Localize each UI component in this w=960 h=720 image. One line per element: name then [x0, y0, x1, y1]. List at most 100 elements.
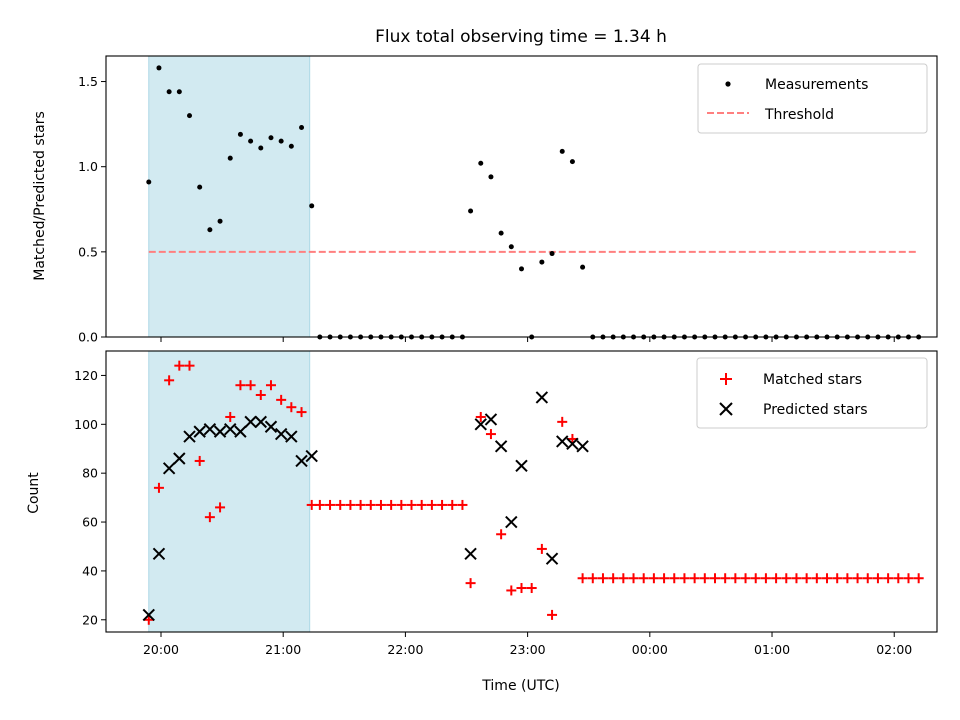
predicted-star-point	[494, 440, 508, 453]
predicted-star-point	[152, 547, 166, 561]
predicted-star-point	[234, 425, 247, 438]
y-tick-label: 20	[82, 612, 98, 627]
matched-star-point	[587, 573, 598, 584]
legend-box-bottom	[696, 357, 928, 429]
predicted-star-point	[295, 454, 308, 468]
highlight-band	[148, 350, 311, 633]
matched-star-point	[325, 499, 336, 510]
matched-star-point	[416, 499, 427, 510]
predicted-star-point	[274, 427, 288, 441]
predicted-star-point	[464, 547, 477, 561]
matched-star-point	[286, 402, 297, 413]
predicted-star-stroke	[505, 515, 518, 529]
matched-star-point	[791, 573, 802, 584]
predicted-star-point	[515, 459, 528, 473]
matched-star-point	[557, 416, 568, 427]
matched-star-point	[608, 573, 619, 584]
highlight-band	[148, 55, 311, 338]
predicted-star-point	[474, 418, 487, 431]
predicted-star-stroke	[515, 459, 528, 473]
measurement-point	[197, 184, 203, 190]
measurement-point	[569, 159, 575, 165]
predicted-star-stroke	[224, 422, 237, 436]
predicted-star-point	[305, 449, 318, 463]
matched-star-point	[913, 573, 924, 584]
matched-star-point	[771, 573, 782, 584]
matched-star-point	[426, 499, 437, 510]
measurement-point	[488, 174, 494, 180]
predicted-star-stroke	[305, 449, 318, 463]
matched-star-point	[475, 411, 486, 422]
measurement-point	[288, 143, 294, 149]
x-tick-label: 02:00	[876, 642, 912, 657]
matched-star-point	[842, 573, 853, 584]
measurement-point	[268, 135, 274, 141]
predicted-star-stroke	[274, 427, 288, 441]
matched-star-point	[893, 573, 904, 584]
measurement-point	[498, 230, 504, 236]
predicted-star-point	[142, 608, 155, 622]
measurement-point	[309, 203, 315, 209]
matched-star-point	[365, 499, 376, 510]
legend-top: Measurements Threshold	[697, 63, 928, 134]
y-tick-label: 80	[82, 466, 98, 481]
measurement-point	[508, 244, 514, 250]
matched-star-point	[883, 573, 894, 584]
matched-star-point	[872, 573, 883, 584]
predicted-star-point	[254, 415, 268, 429]
legend-label-measurements: Measurements	[765, 77, 868, 93]
matched-star-point	[496, 529, 507, 540]
legend-marker-measurements	[725, 81, 731, 87]
matched-star-point	[255, 389, 266, 400]
panel-ratio: Flux total observing time = 1.34 h 0.00.…	[32, 27, 938, 345]
matched-star-point	[314, 499, 325, 510]
measurement-point	[299, 125, 305, 131]
matched-star-point	[801, 573, 812, 584]
legend-box-top	[697, 63, 928, 134]
predicted-star-point	[535, 391, 549, 404]
predicted-star-stroke	[285, 430, 298, 443]
predicted-star-point	[264, 420, 278, 433]
y-axis-top: 0.0 0.5 1.0 1.5	[78, 74, 106, 345]
matched-star-point	[386, 499, 397, 510]
predicted-star-stroke	[295, 454, 308, 468]
predicted-star-stroke	[244, 415, 257, 429]
measurement-point	[156, 65, 162, 71]
x-tick-label: 00:00	[632, 642, 668, 657]
matched-star-point	[628, 573, 639, 584]
predicted-star-stroke	[254, 415, 268, 429]
y-tick-label: 0.0	[78, 330, 98, 345]
matched-star-point	[204, 512, 215, 523]
matched-star-point	[174, 360, 185, 371]
matched-star-point	[225, 411, 236, 422]
matched-star-point	[406, 499, 417, 510]
matched-star-point	[720, 573, 731, 584]
matched-star-point	[852, 573, 863, 584]
highlight-region-bottom	[148, 350, 311, 633]
measurement-point	[217, 218, 223, 224]
x-tick-label: 20:00	[143, 642, 179, 657]
x-axis-bottom: 20:00 21:00 22:00 23:00 00:00 01:00 02:00	[143, 632, 912, 657]
predicted-star-stroke	[183, 430, 196, 443]
predicted-star-stroke	[213, 425, 227, 438]
matched-star-point	[781, 573, 792, 584]
x-tick-label: 21:00	[265, 642, 301, 657]
matched-star-point	[457, 499, 468, 510]
predicted-star-point	[566, 437, 579, 451]
matched-star-point	[689, 573, 700, 584]
x-tick-label: 22:00	[387, 642, 423, 657]
measurement-point	[478, 160, 484, 166]
matched-star-point	[567, 433, 578, 444]
predicted-star-point	[556, 435, 569, 448]
matched-star-point	[153, 482, 164, 493]
measurement-point	[580, 264, 586, 270]
predicted-star-stroke	[142, 608, 155, 622]
matched-star-point	[659, 573, 670, 584]
matched-star-point	[750, 573, 761, 584]
y-tick-label: 120	[74, 368, 98, 383]
matched-star-point	[903, 573, 914, 584]
matched-star-point	[235, 380, 246, 391]
predicted-star-point	[183, 430, 196, 443]
matched-star-point	[345, 499, 356, 510]
matched-star-point	[396, 499, 407, 510]
